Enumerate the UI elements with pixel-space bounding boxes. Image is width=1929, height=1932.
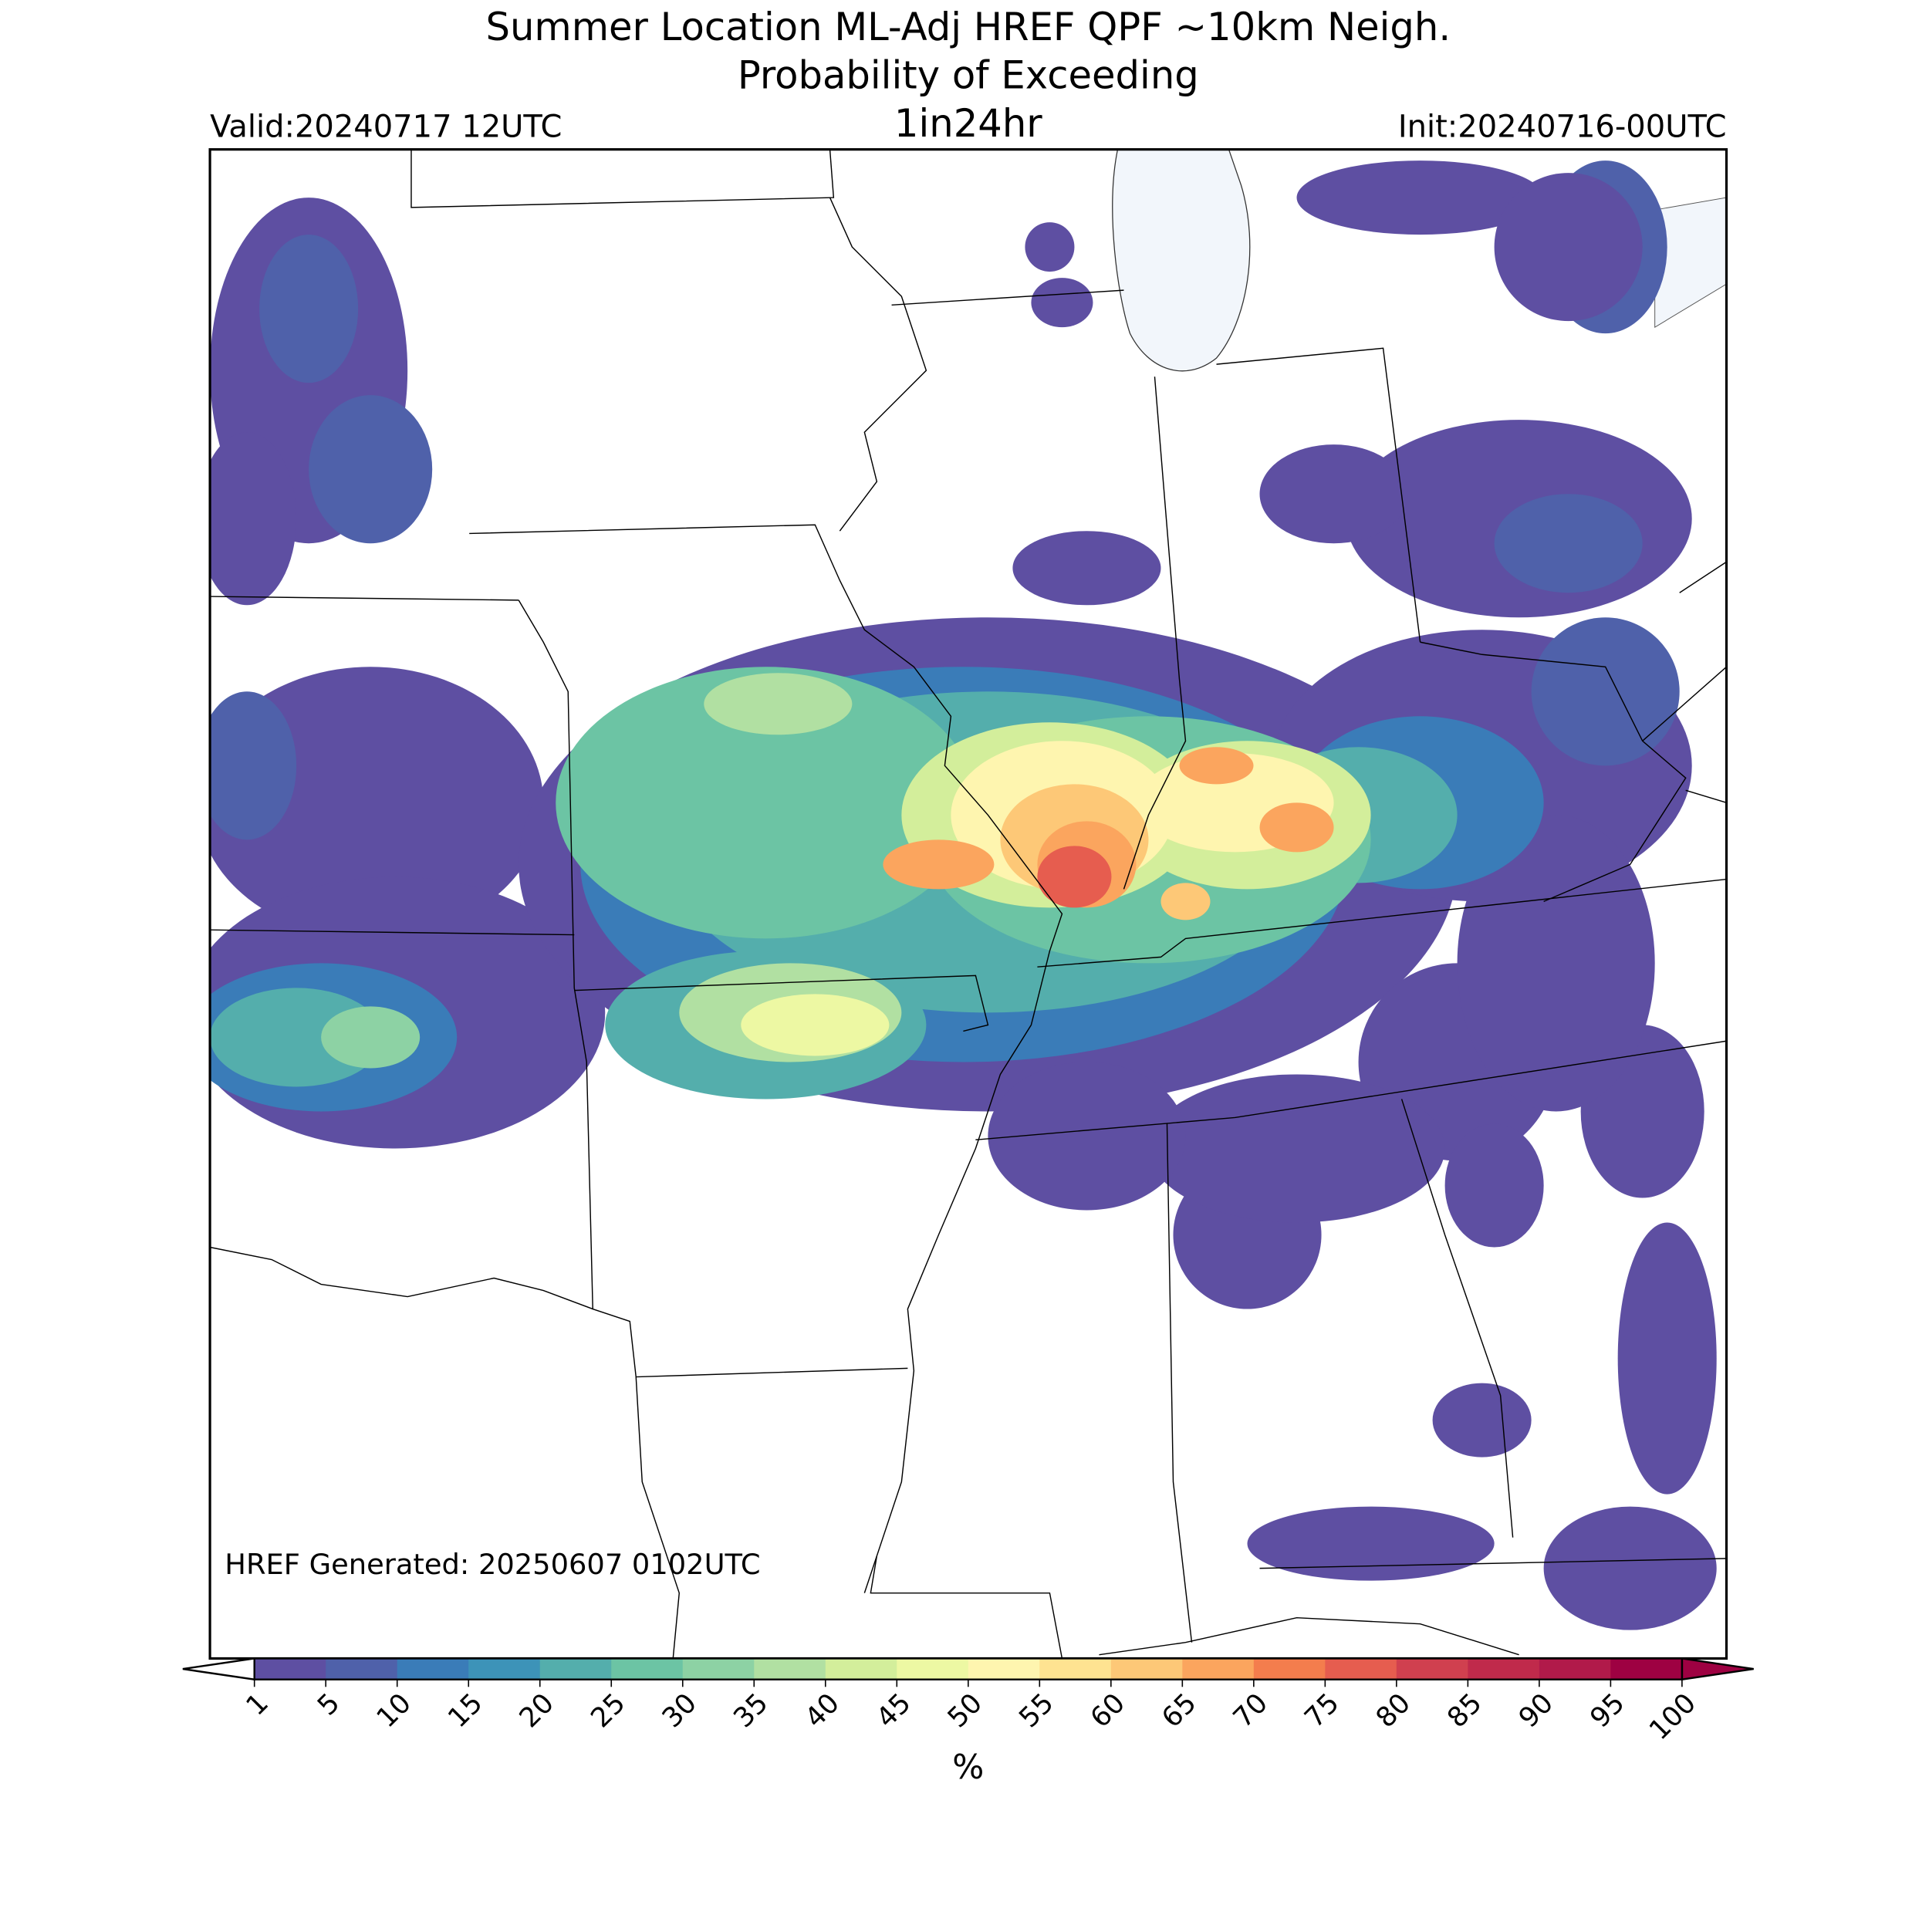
- colorbar-tick-label: 85: [1441, 1687, 1488, 1734]
- colorbar-tick-label: 35: [728, 1687, 775, 1734]
- precip-area: [1617, 1222, 1717, 1495]
- precip-area: [1148, 1074, 1445, 1223]
- colorbar-tick-label: 100: [1644, 1687, 1703, 1747]
- colorbar-segment: [611, 1658, 684, 1680]
- colorbar-segment: [1539, 1658, 1612, 1680]
- colorbar-tick-label: 20: [513, 1687, 560, 1734]
- precip-area: [210, 988, 383, 1087]
- threshold: 1in24hr: [894, 101, 1042, 146]
- colorbar-segment: [1182, 1658, 1255, 1680]
- precip-area: [1160, 883, 1211, 920]
- precip-area: [1247, 1506, 1495, 1581]
- colorbar-tick-label: 40: [799, 1687, 846, 1734]
- precip-area: [988, 1062, 1186, 1211]
- colorbar-segment: [825, 1658, 898, 1680]
- init-time: Init:20240716-00UTC: [1398, 109, 1727, 144]
- colorbar-segment: [1039, 1658, 1112, 1680]
- colorbar-segment: [1325, 1658, 1397, 1680]
- precip-area: [210, 667, 544, 939]
- colorbar-tick-label: 80: [1370, 1687, 1417, 1734]
- colorbar-segment: [1110, 1658, 1184, 1680]
- precip-area: [1296, 160, 1544, 235]
- precip-area: [1259, 444, 1408, 544]
- colorbar-tick-label: 75: [1299, 1687, 1346, 1734]
- precip-area: [704, 673, 853, 735]
- colorbar-segment: [1253, 1658, 1326, 1680]
- colorbar-segment: [468, 1658, 541, 1680]
- precip-area: [1025, 222, 1075, 272]
- colorbar-tick-label: 60: [1084, 1687, 1131, 1734]
- colorbar-tick-label: 10: [370, 1687, 417, 1734]
- title: Summer Location ML-Adj HREF QPF ~10km Ne…: [485, 5, 1451, 49]
- colorbar-label: %: [952, 1748, 984, 1787]
- precip-area: [321, 1006, 421, 1069]
- generated-note: HREF Generated: 20250607 0102UTC: [225, 1548, 760, 1581]
- colorbar-under: [182, 1657, 255, 1681]
- precip-area: [1012, 531, 1161, 606]
- colorbar-tick-label: 90: [1512, 1687, 1559, 1734]
- colorbar-tick-label: 50: [941, 1687, 988, 1734]
- precip-area: [883, 839, 995, 890]
- colorbar-tick-label: 1: [240, 1687, 275, 1722]
- colorbar-tick-label: 5: [312, 1687, 346, 1722]
- precip-area: [1494, 494, 1643, 593]
- colorbar-tick-label: 45: [870, 1687, 917, 1734]
- precip-area: [1494, 173, 1643, 322]
- precip-area: [1432, 1383, 1532, 1457]
- colorbar-tick-label: 30: [656, 1687, 703, 1734]
- colorbar-tick-label: 65: [1156, 1687, 1203, 1734]
- colorbar-segment: [539, 1658, 613, 1680]
- colorbar-tick-label: 25: [585, 1687, 632, 1734]
- colorbar: 1 5 10 15 20 25 30 35 40 45 50 55 60 65 70 75 80 85 90 95 10…: [182, 1657, 1754, 1747]
- lake-michigan: [1112, 149, 1251, 372]
- colorbar-tick-label: 70: [1227, 1687, 1274, 1734]
- precip-area: [259, 235, 359, 383]
- colorbar-segment: [397, 1658, 470, 1680]
- colorbar-segment: [326, 1658, 398, 1680]
- colorbar-segment: [1468, 1658, 1540, 1680]
- state-borders: [210, 149, 1727, 1659]
- colorbar-tick-label: 55: [1013, 1687, 1060, 1734]
- precip-area: [1531, 617, 1680, 766]
- subtitle: Probability of Exceeding: [738, 52, 1199, 97]
- map: [210, 149, 1727, 1659]
- precip-area: [309, 395, 433, 544]
- colorbar-segment: [1396, 1658, 1469, 1680]
- precip-area: [210, 691, 297, 840]
- precip-area: [1457, 815, 1655, 1112]
- colorbar-segment: [754, 1658, 826, 1680]
- precip-area: [1037, 846, 1112, 908]
- colorbar-over: [1681, 1657, 1754, 1681]
- precip-area: [210, 432, 297, 606]
- valid-time: Valid:20240717 12UTC: [210, 109, 562, 144]
- colorbar-tick-label: 95: [1584, 1687, 1631, 1734]
- colorbar-tick-label: 15: [442, 1687, 489, 1734]
- precip-area: [1444, 1123, 1544, 1248]
- colorbar-segment: [1610, 1658, 1683, 1680]
- precip-area: [1179, 747, 1254, 785]
- colorbar-segment: [682, 1658, 755, 1680]
- precip-field: [210, 160, 1717, 1630]
- colorbar-segment: [968, 1658, 1041, 1680]
- precip-area: [741, 994, 890, 1056]
- precip-area: [1543, 1506, 1717, 1630]
- precip-area: [1259, 802, 1334, 853]
- precip-area: [1031, 278, 1093, 328]
- precip-area: [556, 667, 976, 939]
- colorbar-segment: [254, 1658, 327, 1680]
- colorbar-segment: [897, 1658, 969, 1680]
